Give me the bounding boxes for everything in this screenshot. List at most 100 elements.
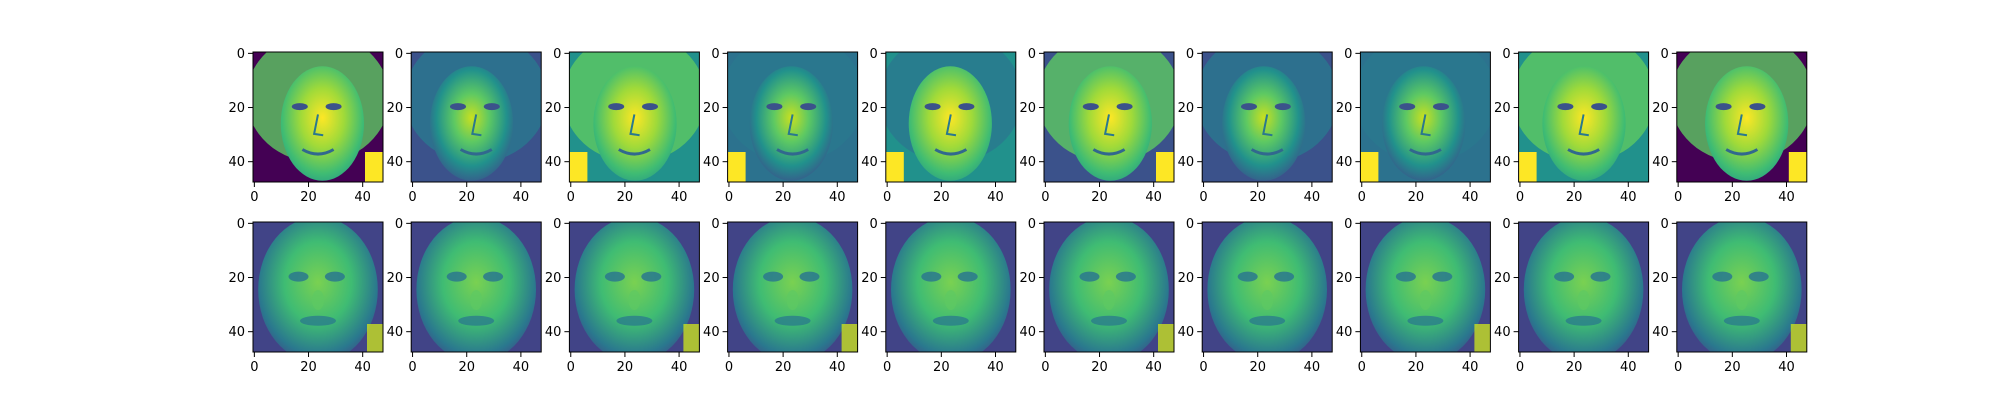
x-tick-label: 0: [1358, 190, 1366, 205]
reconstructed-face-panel: 0 0 20 20 40 40: [703, 217, 859, 375]
x-tick-label: 40: [671, 360, 688, 375]
axes-frame: [568, 51, 700, 183]
face-image: [1518, 52, 1649, 182]
axes-frame: [1043, 51, 1175, 183]
x-tick-label: 40: [1462, 190, 1479, 205]
y-tick-label: 20: [1019, 271, 1036, 286]
reconstructed-face-panel: 0 0 20 20 40 40: [545, 217, 700, 375]
y-tick-label: 20: [1336, 101, 1353, 116]
x-tick-label: 0: [1358, 360, 1366, 375]
y-tick-label: 20: [387, 271, 404, 286]
y-tick-label: 20: [861, 101, 878, 116]
y-tick-label: 20: [387, 101, 404, 116]
original-face-panel: 0 0 20 20 40 40: [1494, 47, 1650, 205]
x-tick-label: 20: [1249, 360, 1266, 375]
y-tick-label: 0: [870, 217, 878, 232]
y-tick-label: 0: [1502, 217, 1510, 232]
y-tick-label: 40: [1652, 325, 1669, 340]
y-tick-label: 40: [1336, 155, 1353, 170]
face-image: [885, 222, 1016, 352]
x-tick-label: 0: [1041, 360, 1049, 375]
x-tick-label: 40: [513, 360, 530, 375]
reconstructed-face-panel: 0 0 20 20 40 40: [228, 217, 384, 375]
reconstructed-face-panel: 0 0 20 20 40 40: [1494, 217, 1650, 375]
axes-frame: [1359, 221, 1491, 353]
axes-frame: [252, 221, 384, 353]
x-tick-label: 40: [1304, 360, 1321, 375]
y-tick-label: 20: [545, 101, 562, 116]
face-image: [1360, 222, 1491, 352]
y-tick-label: 40: [1178, 325, 1195, 340]
original-face-panel: 0 0 20 20 40 40: [861, 47, 1017, 205]
axes-frame: [252, 51, 384, 183]
y-tick-label: 20: [1494, 271, 1511, 286]
axes-frame: [1201, 51, 1333, 183]
y-tick-label: 0: [395, 47, 403, 62]
y-tick-label: 0: [1502, 47, 1510, 62]
reconstructed-face-panel: 0 0 20 20 40 40: [1019, 217, 1175, 375]
x-tick-label: 0: [883, 190, 891, 205]
axes-frame: [885, 221, 1017, 353]
y-tick-label: 40: [228, 155, 245, 170]
x-tick-label: 20: [933, 190, 950, 205]
x-tick-label: 40: [987, 190, 1004, 205]
y-tick-label: 20: [1178, 101, 1195, 116]
axes-frame: [727, 221, 859, 353]
axes-frame: [410, 51, 542, 183]
x-tick-label: 40: [671, 190, 688, 205]
x-tick-label: 0: [1674, 190, 1682, 205]
y-tick-label: 20: [703, 271, 720, 286]
x-tick-label: 0: [725, 360, 733, 375]
x-tick-label: 20: [1408, 190, 1425, 205]
x-tick-label: 0: [567, 360, 575, 375]
y-tick-label: 40: [861, 155, 878, 170]
face-image: [253, 52, 383, 182]
x-tick-label: 0: [1674, 360, 1682, 375]
reconstructed-face-panel: 0 0 20 20 40 40: [1652, 217, 1808, 375]
y-tick-label: 40: [1178, 155, 1195, 170]
x-tick-label: 20: [617, 190, 634, 205]
x-tick-label: 0: [567, 190, 575, 205]
x-tick-label: 40: [1620, 190, 1637, 205]
x-tick-label: 20: [1091, 190, 1108, 205]
y-tick-label: 0: [553, 217, 561, 232]
y-tick-label: 40: [387, 155, 404, 170]
x-tick-label: 0: [1041, 190, 1049, 205]
y-tick-label: 40: [1494, 155, 1511, 170]
y-tick-label: 40: [1019, 325, 1036, 340]
x-tick-label: 20: [775, 190, 792, 205]
original-face-panel: 0 0 20 20 40 40: [1178, 47, 1333, 205]
x-tick-label: 0: [408, 360, 416, 375]
face-image: [1202, 52, 1333, 182]
x-tick-label: 20: [1724, 360, 1741, 375]
y-tick-label: 0: [1661, 47, 1669, 62]
axes-frame: [1043, 221, 1175, 353]
y-tick-label: 0: [237, 47, 245, 62]
axes-frame: [1518, 221, 1650, 353]
x-tick-label: 0: [1516, 190, 1524, 205]
y-tick-label: 40: [545, 325, 562, 340]
face-image: [1044, 52, 1174, 182]
x-tick-label: 40: [829, 190, 846, 205]
y-tick-label: 0: [1344, 217, 1352, 232]
original-face-panel: 0 0 20 20 40 40: [703, 47, 859, 205]
y-tick-label: 0: [1028, 217, 1036, 232]
axes-frame: [885, 51, 1017, 183]
axes-frame: [1518, 51, 1650, 183]
face-image: [569, 222, 700, 352]
y-tick-label: 0: [1186, 217, 1194, 232]
reconstructed-face-panel: 0 0 20 20 40 40: [1178, 217, 1333, 375]
x-tick-label: 40: [1145, 190, 1162, 205]
y-tick-label: 20: [861, 271, 878, 286]
original-face-panel: 0 0 20 20 40 40: [1336, 47, 1491, 205]
face-image: [727, 222, 858, 352]
y-tick-label: 20: [1494, 101, 1511, 116]
x-tick-label: 40: [1620, 360, 1637, 375]
x-tick-label: 20: [933, 360, 950, 375]
y-tick-label: 40: [1652, 155, 1669, 170]
x-tick-label: 40: [1304, 190, 1321, 205]
y-tick-label: 40: [1336, 325, 1353, 340]
y-tick-label: 40: [387, 325, 404, 340]
y-tick-label: 40: [703, 325, 720, 340]
x-tick-label: 20: [1091, 360, 1108, 375]
